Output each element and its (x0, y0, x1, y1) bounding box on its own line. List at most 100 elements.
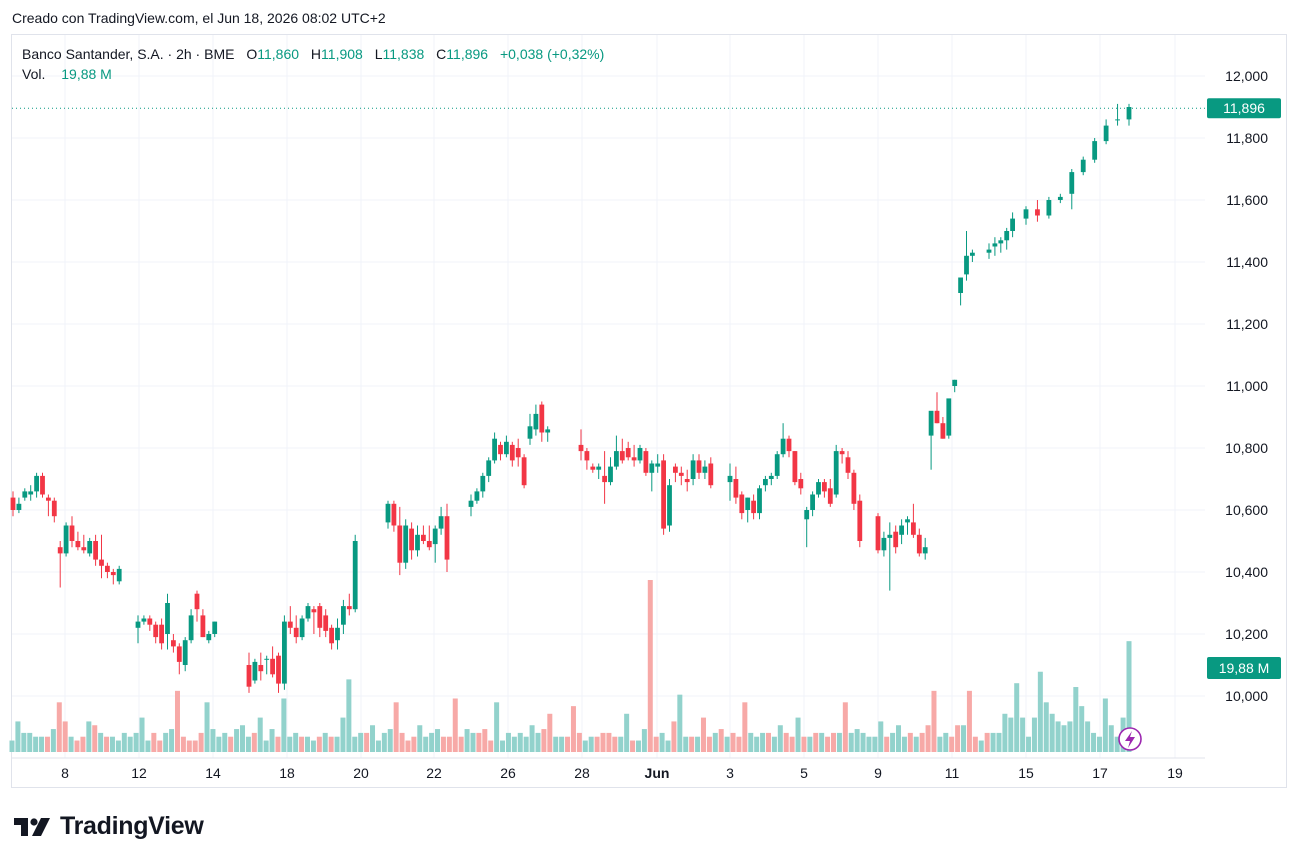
time-tick-label: 26 (500, 765, 516, 781)
time-tick-label: 8 (61, 765, 69, 781)
time-tick-label: Jun (645, 765, 670, 781)
volume-bar (842, 702, 848, 752)
volume-bar (1026, 736, 1032, 752)
candle-body (116, 568, 122, 582)
candle-body (165, 603, 170, 634)
tradingview-logo-icon (14, 817, 50, 836)
candle-body (509, 444, 515, 461)
volume-bar (570, 706, 576, 752)
volume-bar (943, 732, 949, 752)
candle-body (341, 606, 346, 625)
volume-bar (742, 702, 748, 752)
time-tick-label: 17 (1092, 765, 1108, 781)
candle-body (264, 658, 270, 660)
price-tick-label: 10,000 (1225, 688, 1268, 704)
candle-body (69, 525, 75, 541)
last-price-tag (1207, 98, 1281, 119)
volume-bar (305, 736, 311, 752)
volume-bar (647, 580, 653, 752)
volume-bar (618, 736, 624, 752)
volume-bar (464, 729, 470, 752)
volume-bar (771, 736, 777, 752)
candle-body (93, 541, 98, 560)
volume-bar (334, 736, 340, 752)
candle-body (141, 618, 147, 622)
volume-bar (1037, 671, 1043, 752)
candle-body (212, 621, 218, 634)
candle-body (206, 634, 212, 641)
candle-body (515, 448, 521, 458)
candle-body (346, 606, 352, 610)
candle-body (258, 665, 264, 672)
volume-bar (370, 725, 376, 752)
candle-body (792, 451, 798, 483)
candle-body (504, 441, 509, 455)
candle-body (311, 609, 317, 613)
close-label: C (436, 46, 447, 62)
volume-bar (68, 736, 74, 752)
candle-body (1080, 159, 1086, 173)
candle-body (87, 541, 93, 554)
candle-body (110, 572, 116, 576)
volume-bar (529, 725, 535, 752)
volume-bar (98, 732, 104, 752)
volume-bar (1102, 698, 1108, 752)
chart-frame[interactable] (11, 34, 1287, 788)
candle-body (492, 438, 497, 461)
volume-bar (1049, 713, 1055, 752)
candle-body (391, 503, 397, 526)
tradingview-logo[interactable]: TradingView (14, 812, 204, 841)
volume-bar (860, 732, 866, 752)
volume-bar (328, 736, 334, 752)
candle-body (51, 500, 57, 517)
volume-bar (1031, 717, 1037, 752)
candle-body (305, 606, 311, 619)
volume-bar (62, 721, 68, 752)
candle-body (486, 460, 492, 476)
candle-body (684, 479, 690, 483)
volume-bar (961, 725, 967, 752)
open-label: O (246, 46, 258, 62)
volume-bar (978, 740, 984, 752)
candle-body (385, 503, 391, 523)
volume-bar (482, 729, 488, 752)
lightning-icon[interactable] (1118, 727, 1142, 751)
volume-bar (44, 736, 50, 752)
candle-body (619, 451, 625, 461)
volume-bar (1114, 736, 1120, 752)
volume-bar (405, 740, 411, 752)
volume-bar (198, 732, 204, 752)
volume-bar (500, 740, 506, 752)
volume-bar (346, 679, 352, 752)
volume-bar (706, 736, 712, 752)
volume-bar (901, 736, 907, 752)
volume-bar (996, 732, 1002, 752)
created-by-text: Creado con TradingView.com, el Jun 18, 2… (12, 10, 386, 26)
volume-bar (677, 694, 683, 752)
time-tick-label: 9 (874, 765, 882, 781)
candle-body (578, 444, 584, 452)
volume-bar (163, 732, 169, 752)
candle-body (276, 655, 281, 684)
volume-bar (423, 736, 429, 752)
candle-body (637, 448, 643, 461)
volume-bar (919, 732, 925, 752)
high-label: H (310, 46, 322, 62)
candle-body (673, 466, 678, 473)
candle-body (625, 448, 631, 458)
volume-bar (1079, 706, 1085, 752)
candle-body (816, 482, 821, 495)
volume-bar (600, 732, 606, 752)
volume-bar (641, 729, 647, 752)
volume-bar (754, 736, 760, 752)
volume-bar (913, 736, 919, 752)
candle-body (1115, 119, 1120, 121)
volume-bar (352, 736, 358, 752)
candle-body (421, 534, 426, 541)
price-tick-label: 11,400 (1226, 254, 1268, 270)
candle-body (99, 559, 104, 566)
volume-bar (848, 732, 854, 752)
volume-bar (1126, 641, 1132, 752)
candle-body (928, 410, 934, 436)
